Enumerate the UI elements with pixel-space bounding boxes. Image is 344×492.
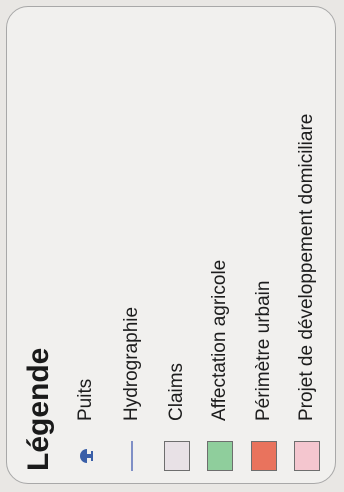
well-icon [73, 441, 99, 471]
legend-item-projet-domiciliare: Projet de développement domiciliare [292, 114, 322, 471]
legend-item-puits: Puits [71, 379, 101, 471]
legend-label: Puits [75, 378, 96, 421]
map-legend: Légende Puits Hydrographie Claims A [6, 6, 336, 484]
residential-project-swatch [294, 441, 320, 471]
legend-item-claims: Claims [162, 363, 192, 471]
legend-label: Hydrographie [121, 306, 142, 421]
legend-item-perimetre-urbain: Périmètre urbain [249, 281, 279, 471]
legend-item-hydrographie: Hydrographie [117, 307, 147, 471]
hydrography-line-symbol [119, 441, 145, 471]
legend-content: Légende Puits Hydrographie Claims A [7, 7, 335, 483]
legend-label: Périmètre urbain [253, 280, 274, 421]
legend-label: Projet de développement domiciliare [296, 113, 317, 421]
legend-label: Affectation agricole [209, 259, 230, 421]
legend-label: Claims [166, 362, 187, 421]
claims-swatch [164, 441, 190, 471]
agricultural-swatch [207, 441, 233, 471]
legend-title: Légende [22, 347, 55, 471]
legend-item-affectation-agricole: Affectation agricole [205, 260, 235, 471]
urban-perimeter-swatch [251, 441, 277, 471]
